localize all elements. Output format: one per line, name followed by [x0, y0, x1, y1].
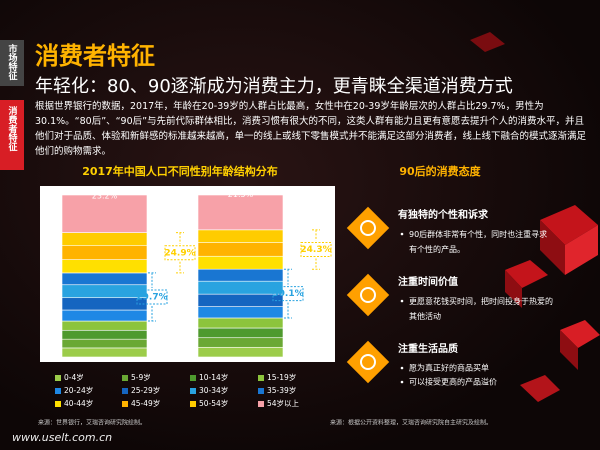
bar-segment	[61, 329, 148, 340]
watermark: www.uselt.com.cn	[12, 431, 112, 444]
bracket-box	[272, 286, 304, 302]
legend-label: 15-19岁	[267, 372, 296, 382]
legend-label: 35-39岁	[267, 385, 296, 395]
sidebar-label: 市场特征	[6, 44, 17, 80]
sidebar-tab[interactable]: 市场特征	[0, 40, 24, 86]
bar-segment	[61, 338, 148, 349]
bar-segment	[61, 259, 148, 274]
bracket	[148, 272, 156, 322]
legend-swatch	[190, 401, 196, 407]
legend-swatch	[122, 375, 128, 381]
sidebar-label: 消费者特征	[6, 106, 17, 151]
bullet-dot	[400, 380, 404, 384]
legend-label: 10-14岁	[199, 372, 228, 382]
bar-segment	[197, 306, 284, 319]
icon-glyph	[360, 354, 376, 370]
bar-segment	[197, 280, 284, 295]
bar-segment	[61, 232, 148, 247]
bar-segment	[197, 337, 284, 348]
bar-segment	[197, 317, 284, 329]
item-bullet: 可以接受更高的产品溢价	[409, 377, 497, 387]
icon-diamond	[346, 273, 390, 317]
legend-swatch	[258, 388, 264, 394]
bullet-dot	[400, 232, 404, 236]
bar-segment	[61, 320, 148, 331]
source: 来源：根据公开资料整理，艾瑞咨询研究院自主研究及绘制。	[330, 419, 492, 427]
bar-segment	[197, 327, 284, 339]
item-bullet: 更愿意花钱买时间，把时间投身于热爱的其他活动	[409, 296, 553, 321]
legend-swatch	[55, 375, 61, 381]
legend-label: 0-4岁	[64, 372, 84, 382]
legend-swatch	[122, 401, 128, 407]
legend-label: 30-34岁	[199, 385, 228, 395]
icon-glyph	[360, 220, 376, 236]
legend-label: 54岁以上	[267, 398, 300, 408]
icon-diamond	[346, 340, 390, 384]
item-heading: 注重时间价值	[398, 275, 458, 288]
bracket	[176, 232, 184, 274]
bullet-dot	[400, 366, 404, 370]
bar-segment	[61, 272, 148, 286]
slide-title: 消费者特征	[35, 42, 155, 70]
legend-swatch	[258, 375, 264, 381]
bar-segment	[197, 194, 284, 231]
bar-segment	[61, 245, 148, 260]
bracket	[312, 229, 320, 270]
bar-segment	[197, 268, 284, 282]
bar-segment	[61, 284, 148, 299]
item-heading: 有独特的个性和诉求	[398, 208, 489, 221]
bracket-box	[136, 289, 168, 305]
bar-segment	[61, 309, 148, 322]
bracket-label: 29.7%	[136, 292, 167, 302]
legend-swatch	[122, 388, 128, 394]
bar-segment	[197, 242, 284, 257]
legend-label: 40-44岁	[64, 398, 93, 408]
legend-label: 50-54岁	[199, 398, 228, 408]
bullet-dot	[400, 299, 404, 303]
item-heading: 注重生活品质	[398, 342, 458, 355]
icon-diamond	[346, 206, 390, 250]
bracket-label: 30.1%	[272, 289, 303, 299]
legend-swatch	[190, 388, 196, 394]
chart-title: 2017年中国人口不同性别年龄结构分布	[82, 164, 278, 178]
legend-label: 45-49岁	[131, 398, 160, 408]
legend-label: 20-24岁	[64, 385, 93, 395]
legend-label: 25-29岁	[131, 385, 160, 395]
bar-segment	[61, 347, 148, 358]
sidebar-tab[interactable]: 消费者特征	[0, 100, 24, 170]
legend-swatch	[258, 401, 264, 407]
bar-segment	[197, 346, 284, 358]
intro-paragraph: 根据世界银行的数据，2017年，年龄在20-39岁的人群占比最高，女性中在20-…	[35, 101, 587, 157]
item-bullet: 90后群体非常有个性，同时也注重寻求有个性的产品。	[409, 229, 547, 254]
legend-label: 5-9岁	[131, 372, 151, 382]
legend-swatch	[55, 388, 61, 394]
bar-segment	[197, 229, 284, 243]
bracket-box	[300, 242, 332, 258]
slide-subtitle: 年轻化：80、90逐渐成为消费主力，更青睐全渠道消费方式	[35, 76, 513, 97]
legend-swatch	[190, 375, 196, 381]
item-bullet: 愿为真正好的商品买单	[409, 363, 489, 373]
bracket-box	[164, 245, 196, 261]
bar-segment	[197, 255, 284, 270]
data-label: 21.5%	[228, 190, 254, 199]
source: 来源：世界银行，艾瑞咨询研究院绘制。	[38, 419, 146, 427]
bracket-label: 24.9%	[164, 248, 195, 258]
legend-swatch	[55, 401, 61, 407]
panel-title: 90后的消费态度	[399, 164, 481, 178]
icon-glyph	[360, 287, 376, 303]
bar-segment	[61, 194, 148, 233]
data-label: 23.2%	[92, 191, 118, 200]
bar-segment	[61, 297, 148, 311]
bracket-label: 24.3%	[300, 245, 331, 255]
bracket	[284, 268, 292, 319]
bar-segment	[197, 293, 284, 307]
